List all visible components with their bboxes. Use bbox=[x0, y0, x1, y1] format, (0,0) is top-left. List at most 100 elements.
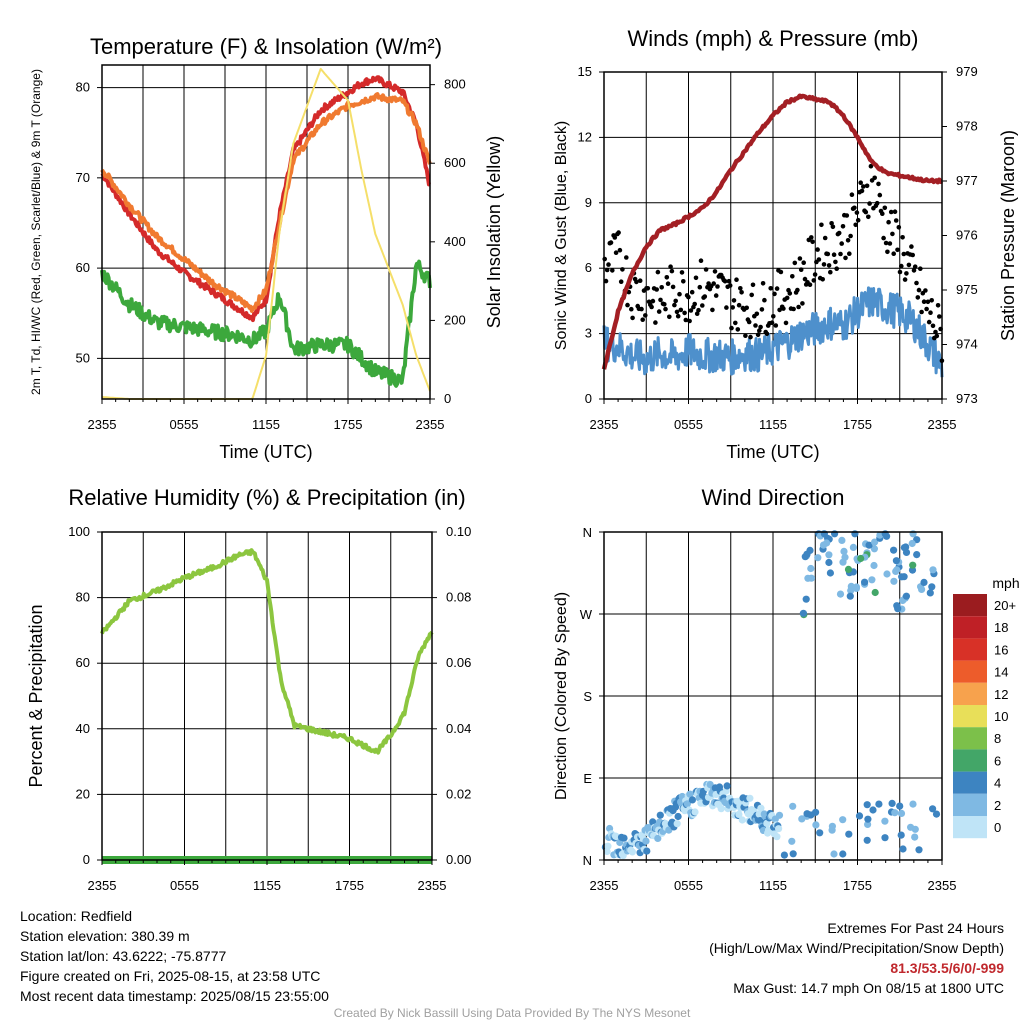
gust-point bbox=[864, 183, 870, 189]
direction-point bbox=[738, 816, 746, 824]
gust-point bbox=[833, 259, 838, 265]
direction-point bbox=[915, 846, 923, 854]
colorbar-swatch bbox=[953, 660, 987, 683]
x-tick-label: 2355 bbox=[88, 878, 117, 893]
gust-point bbox=[744, 305, 749, 311]
direction-point bbox=[816, 829, 824, 837]
gust-point bbox=[861, 184, 866, 189]
direction-point bbox=[828, 822, 837, 830]
gust-point bbox=[694, 311, 700, 317]
x-tick-label: 2355 bbox=[590, 417, 619, 432]
gust-point bbox=[674, 309, 680, 315]
gust-point bbox=[778, 269, 784, 275]
gust-point bbox=[603, 278, 609, 284]
gust-point bbox=[698, 258, 704, 264]
gust-point bbox=[688, 308, 694, 313]
gust-point bbox=[881, 235, 886, 241]
gust-point bbox=[771, 314, 776, 319]
direction-point bbox=[881, 834, 889, 842]
gust-point bbox=[887, 241, 893, 246]
gust-point bbox=[612, 235, 618, 240]
gust-point bbox=[892, 209, 898, 214]
gust-point bbox=[925, 299, 931, 305]
gust-point bbox=[659, 285, 664, 290]
gust-point bbox=[937, 314, 942, 319]
gust-point bbox=[665, 281, 671, 287]
direction-point bbox=[746, 794, 754, 802]
gust-point bbox=[926, 319, 932, 325]
y-axis-label-right: Station Pressure (Maroon) bbox=[998, 130, 1018, 341]
direction-point bbox=[883, 570, 891, 578]
gust-point bbox=[809, 235, 814, 240]
gust-point bbox=[844, 213, 850, 218]
direction-point bbox=[788, 837, 796, 845]
y2-tick-label: 0.08 bbox=[446, 590, 471, 605]
direction-point bbox=[868, 576, 876, 584]
y2-tick-label: 0.04 bbox=[446, 721, 471, 736]
colorbar-label: 6 bbox=[994, 753, 1001, 768]
gust-point bbox=[757, 328, 762, 333]
direction-point bbox=[806, 546, 814, 555]
colorbar-label: 18 bbox=[994, 620, 1008, 635]
direction-point bbox=[870, 561, 878, 570]
direction-point bbox=[902, 592, 911, 600]
gust-point bbox=[625, 302, 630, 308]
direction-point bbox=[891, 809, 899, 817]
direction-point bbox=[890, 546, 898, 554]
gust-point bbox=[821, 262, 827, 267]
gust-point bbox=[662, 302, 667, 307]
direction-point bbox=[909, 561, 917, 569]
y-tick-label: 80 bbox=[76, 590, 90, 605]
gust-point bbox=[675, 313, 681, 319]
gust-point bbox=[713, 293, 719, 298]
gust-point bbox=[658, 297, 663, 303]
direction-point bbox=[864, 815, 872, 823]
gust-point bbox=[834, 266, 839, 272]
direction-point bbox=[913, 551, 921, 559]
y-tick-label: 0 bbox=[585, 391, 592, 406]
gust-point bbox=[838, 251, 843, 257]
direction-point bbox=[929, 805, 937, 813]
direction-point bbox=[757, 804, 765, 812]
direction-point bbox=[839, 558, 847, 566]
credit-text: Created By Nick Bassill Using Data Provi… bbox=[333, 1006, 691, 1020]
gust-point bbox=[613, 250, 619, 255]
x-tick-label: 2355 bbox=[928, 878, 957, 893]
y-tick-label: 6 bbox=[585, 260, 592, 275]
x-tick-label: 2355 bbox=[928, 417, 957, 432]
direction-point bbox=[683, 800, 692, 808]
gust-point bbox=[798, 267, 804, 273]
gust-point bbox=[649, 304, 654, 310]
gust-point bbox=[738, 286, 743, 291]
gust-point bbox=[710, 307, 715, 313]
gust-point bbox=[867, 201, 872, 206]
gust-point bbox=[784, 295, 790, 301]
y2-tick-label: 979 bbox=[956, 64, 978, 79]
series-line-2m-t bbox=[100, 75, 431, 323]
chart-title: Winds (mph) & Pressure (mb) bbox=[628, 26, 919, 51]
direction-point bbox=[620, 834, 628, 842]
direction-point bbox=[863, 836, 871, 844]
direction-point bbox=[780, 851, 789, 859]
gust-point bbox=[753, 323, 758, 328]
direction-point bbox=[849, 543, 858, 552]
extremes-subtitle: (High/Low/Max Wind/Precipitation/Snow De… bbox=[709, 940, 1004, 956]
gust-point bbox=[734, 277, 739, 283]
location-text: Location: Redfield bbox=[20, 908, 133, 924]
gust-point bbox=[667, 314, 672, 320]
colorbar-swatch bbox=[953, 616, 987, 639]
gust-point bbox=[883, 240, 889, 246]
gust-point bbox=[924, 306, 929, 312]
gust-point bbox=[663, 306, 668, 312]
direction-point bbox=[899, 845, 907, 853]
gust-point bbox=[727, 283, 733, 288]
gust-point bbox=[928, 310, 933, 316]
x-tick-label: 2355 bbox=[590, 878, 619, 893]
gust-point bbox=[874, 200, 880, 206]
gust-point bbox=[831, 252, 837, 257]
gust-point bbox=[726, 278, 732, 284]
gust-point bbox=[787, 291, 793, 296]
gust-point bbox=[630, 315, 635, 321]
gust-point bbox=[882, 205, 888, 211]
colorbar-label: 10 bbox=[994, 709, 1008, 724]
